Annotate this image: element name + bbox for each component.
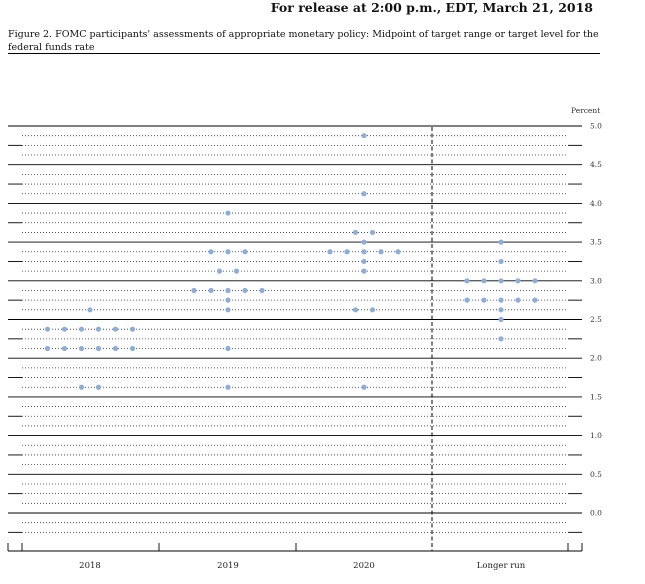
dot-point — [352, 229, 359, 236]
dot-point — [498, 278, 504, 284]
figure-caption: Figure 2. FOMC participants' assessments… — [8, 29, 599, 53]
dot-point — [395, 249, 401, 255]
dot-point — [225, 307, 231, 313]
y-tick-label: 2.0 — [590, 354, 602, 363]
release-header: For release at 2:00 p.m., EDT, March 21,… — [270, 0, 593, 15]
dot-point — [361, 258, 367, 265]
dot-point — [87, 307, 93, 313]
dot-point — [369, 229, 376, 236]
dot-point — [464, 297, 470, 303]
dot-point — [361, 133, 367, 139]
dot-point — [498, 316, 504, 323]
chart-grid — [7, 125, 583, 552]
dot-point — [225, 210, 231, 216]
dot-point — [191, 287, 197, 294]
chart-labels: 5.0 4.5 4.0 3.5 3.0 2.5 2.0 1.5 1.0 0.5 0.0 2018 201… — [79, 122, 602, 572]
dot-point — [129, 326, 136, 332]
dot-point — [515, 297, 521, 303]
dot-point — [498, 297, 504, 303]
dot-point — [112, 345, 119, 352]
dot-point — [498, 239, 504, 245]
dot-point — [44, 345, 51, 352]
dot-point — [78, 384, 85, 390]
x-category-label: Longer run — [477, 561, 526, 571]
dot-point — [464, 278, 470, 284]
dot-point — [242, 287, 248, 294]
y-tick-label: 5.0 — [590, 122, 602, 131]
dot-point — [361, 268, 367, 274]
x-category-label: 2018 — [79, 561, 101, 571]
dot-point — [95, 326, 102, 332]
dot-point — [481, 278, 487, 284]
y-tick-label: 1.5 — [590, 392, 602, 401]
y-tick-label: 4.5 — [590, 160, 602, 169]
dot-point — [44, 326, 51, 332]
y-tick-label: 0.0 — [590, 509, 602, 518]
dot-point — [208, 249, 214, 255]
y-tick-label: 2.5 — [590, 315, 602, 324]
dot-point — [361, 239, 367, 245]
dot-point — [242, 249, 248, 255]
dot-point — [129, 345, 136, 352]
y-axis-unit-label: Percent — [571, 106, 600, 115]
dot-point — [532, 278, 538, 284]
x-category-label: 2019 — [217, 561, 239, 571]
dot-point — [78, 345, 85, 352]
dot-point — [327, 249, 333, 255]
y-tick-label: 0.5 — [590, 470, 602, 479]
dot-point — [225, 384, 231, 390]
dot-point — [225, 249, 231, 255]
dot-point — [344, 249, 350, 255]
dot-point — [216, 268, 223, 274]
dot-point — [361, 191, 367, 197]
y-tick-label: 3.0 — [590, 276, 602, 285]
dot-point — [225, 287, 231, 294]
dot-point — [208, 287, 214, 294]
dot-point — [112, 326, 119, 332]
dot-point — [233, 268, 240, 274]
dot-point — [532, 297, 538, 303]
dot-point — [61, 326, 68, 332]
dot-point — [498, 307, 504, 313]
caption-rule — [8, 53, 600, 54]
dot-point — [369, 307, 376, 313]
y-tick-label: 1.0 — [590, 431, 602, 440]
y-tick-label: 4.0 — [590, 199, 602, 208]
dot-point — [515, 278, 521, 284]
dot-point — [225, 297, 231, 303]
dot-point — [352, 307, 359, 313]
chart-dots — [44, 133, 538, 390]
y-tick-label: 3.5 — [590, 238, 602, 247]
dot-point — [61, 345, 68, 352]
x-category-label: 2020 — [353, 561, 375, 571]
dot-point — [378, 249, 384, 255]
dot-point — [225, 345, 231, 352]
dot-point — [498, 336, 504, 342]
dot-point — [361, 249, 367, 255]
dot-point — [95, 384, 102, 390]
dot-point — [259, 287, 265, 294]
dot-point — [95, 345, 102, 352]
dot-point — [481, 297, 487, 303]
dot-point — [78, 326, 85, 332]
dot-point — [361, 384, 367, 390]
dot-point — [498, 258, 504, 265]
